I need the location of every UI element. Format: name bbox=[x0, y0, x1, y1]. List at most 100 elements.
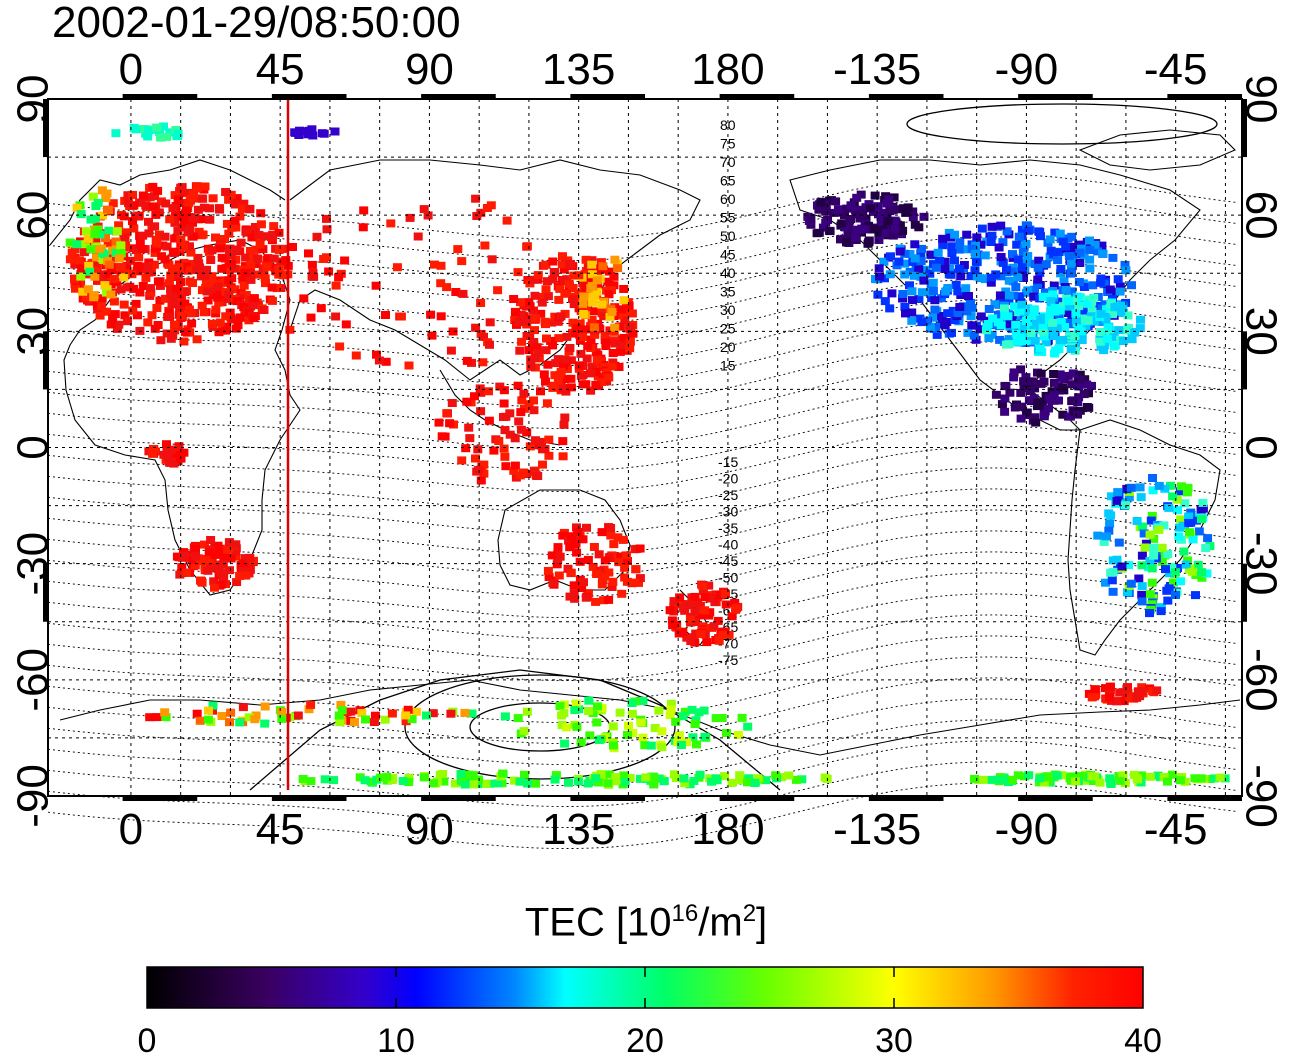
tec-cell bbox=[1075, 259, 1085, 267]
tec-cell bbox=[1039, 332, 1049, 341]
tec-cell bbox=[604, 373, 614, 382]
tec-cell bbox=[572, 523, 581, 532]
tec-cell bbox=[577, 305, 587, 314]
tec-cell bbox=[928, 286, 938, 295]
tec-cell bbox=[162, 329, 172, 338]
tec-cell bbox=[205, 215, 215, 224]
tec-cell bbox=[219, 572, 229, 580]
tec-cell bbox=[1036, 232, 1045, 241]
tec-cell bbox=[434, 418, 444, 427]
tec-cell bbox=[1181, 560, 1191, 569]
tec-cell bbox=[192, 182, 202, 191]
tec-cell bbox=[294, 131, 304, 139]
tec-cell bbox=[559, 362, 568, 371]
tec-cell bbox=[226, 259, 236, 268]
lon-tick-label: 45 bbox=[256, 45, 305, 94]
tec-cell bbox=[922, 316, 931, 325]
tec-cell bbox=[596, 378, 606, 386]
tec-cell bbox=[1118, 337, 1128, 345]
tec-cell bbox=[988, 314, 998, 323]
tec-cell bbox=[825, 227, 835, 236]
tec-cell bbox=[557, 260, 567, 269]
tec-cell bbox=[978, 775, 988, 784]
tec-cell bbox=[671, 717, 681, 726]
tec-cell bbox=[407, 715, 417, 724]
tec-cell bbox=[1161, 565, 1170, 574]
tec-cell bbox=[880, 274, 889, 283]
tec-cell bbox=[337, 706, 347, 715]
tec-cell bbox=[1104, 526, 1114, 535]
lat-tick-label: -30 bbox=[8, 532, 57, 596]
tec-cell bbox=[484, 387, 493, 396]
tec-cell bbox=[250, 223, 260, 231]
tec-cell bbox=[597, 580, 607, 589]
tec-cell bbox=[231, 255, 241, 264]
tec-cell bbox=[135, 198, 145, 207]
tec-cell bbox=[583, 342, 593, 351]
tec-cell bbox=[201, 279, 211, 288]
tec-cell bbox=[1000, 394, 1010, 403]
tec-cell bbox=[619, 333, 629, 342]
tec-cell bbox=[627, 309, 637, 318]
tec-cell bbox=[465, 434, 475, 443]
tec-cell bbox=[153, 277, 163, 286]
tec-cell bbox=[233, 321, 243, 330]
lon-tick-label: 0 bbox=[119, 805, 143, 854]
tec-cell bbox=[690, 592, 700, 601]
tec-cell bbox=[984, 334, 994, 342]
tec-cell bbox=[966, 272, 976, 281]
tec-cell bbox=[155, 230, 164, 239]
tec-cell bbox=[101, 194, 111, 203]
tec-cell bbox=[1101, 684, 1110, 693]
tec-cell bbox=[1130, 328, 1140, 337]
lat-tick-label: 60 bbox=[8, 191, 57, 240]
tec-cell bbox=[627, 709, 637, 718]
tec-cell bbox=[1147, 578, 1157, 587]
tec-cell bbox=[1175, 487, 1185, 496]
tec-cell bbox=[650, 724, 660, 732]
tec-cell bbox=[900, 302, 910, 311]
tec-cell bbox=[1013, 771, 1023, 780]
tec-cell bbox=[217, 264, 227, 273]
tec-cell bbox=[153, 321, 163, 329]
tec-cell bbox=[1016, 333, 1026, 342]
tec-cell bbox=[900, 259, 910, 268]
tec-cell bbox=[1182, 488, 1192, 497]
tec-cell bbox=[404, 361, 414, 370]
tec-cell bbox=[1168, 492, 1178, 501]
tec-cell bbox=[555, 370, 565, 379]
tec-cell bbox=[1021, 336, 1031, 345]
tec-cell bbox=[542, 334, 551, 343]
tec-cell bbox=[1098, 249, 1108, 258]
tec-cell bbox=[1064, 252, 1074, 260]
tec-cell bbox=[622, 577, 632, 586]
tec-cell bbox=[598, 778, 608, 787]
tec-cell bbox=[563, 564, 573, 573]
tec-cell bbox=[164, 308, 174, 317]
tec-cell bbox=[371, 281, 381, 290]
tec-cell bbox=[430, 260, 439, 269]
tec-cell bbox=[131, 299, 141, 308]
tec-cell bbox=[536, 309, 546, 318]
tec-cell bbox=[196, 215, 206, 224]
tec-cell bbox=[1171, 591, 1180, 599]
tec-cell bbox=[185, 242, 194, 251]
tec-cell bbox=[685, 780, 695, 789]
tec-cell bbox=[340, 256, 350, 265]
tec-cell bbox=[1038, 321, 1048, 330]
tec-cell bbox=[1127, 281, 1136, 290]
tec-cell bbox=[216, 580, 226, 589]
tec-cell bbox=[947, 249, 957, 257]
tec-cell bbox=[260, 274, 270, 283]
tec-cell bbox=[1049, 370, 1059, 378]
tec-cell bbox=[381, 311, 390, 319]
tec-cell bbox=[1185, 528, 1194, 537]
contour-label: -40 bbox=[718, 537, 738, 553]
tec-cell bbox=[331, 281, 341, 290]
lat-tick-label: -30 bbox=[1237, 532, 1286, 596]
tec-cell bbox=[168, 204, 178, 213]
tec-cell bbox=[165, 128, 175, 137]
tec-cell bbox=[716, 591, 726, 600]
tec-cell bbox=[1167, 562, 1177, 571]
tec-cell bbox=[604, 770, 614, 779]
